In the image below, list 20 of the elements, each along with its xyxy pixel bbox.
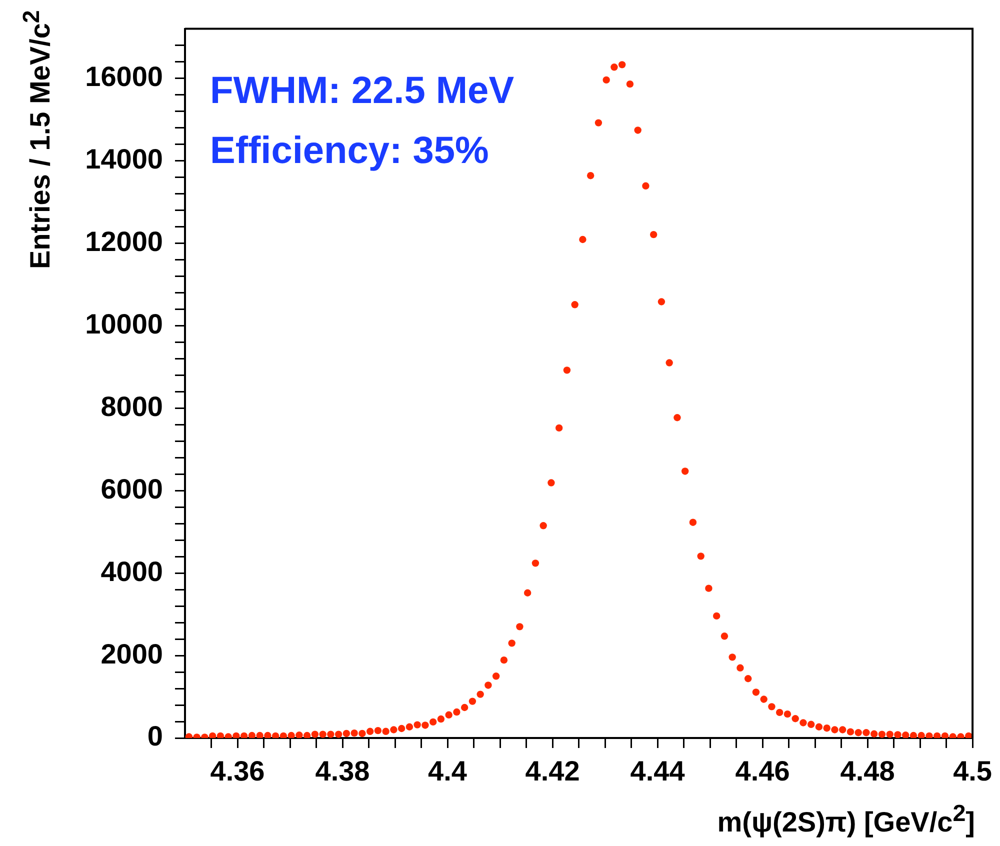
y-tick-label: 4000 (100, 556, 163, 587)
annotation: Efficiency: 35% (210, 130, 489, 173)
x-tick-label: 4.48 (840, 756, 895, 787)
y-tick-label: 2000 (100, 638, 163, 670)
annotation: FWHM: 22.5 MeV (210, 70, 514, 113)
y-tick-label: 10000 (85, 308, 163, 340)
y-tick-label: 0 (147, 720, 163, 752)
x-tick-label: 4.42 (525, 756, 580, 787)
x-axis-title: m(ψ(2S)π) [GeV/c$^{2}$] (717, 800, 975, 838)
y-tick-label: 16000 (85, 61, 163, 92)
y-tick-label: 12000 (85, 226, 163, 257)
y-tick-label: 14000 (85, 143, 163, 174)
x-tick-label: 4.38 (315, 756, 370, 787)
x-tick-label: 4.4 (428, 756, 468, 787)
x-tick-label: 4.46 (735, 756, 790, 787)
y-tick-label: 6000 (100, 473, 163, 504)
x-tick-label: 4.44 (630, 756, 686, 787)
x-tick-label: 4.5 (953, 756, 992, 787)
x-tick-label: 4.36 (210, 756, 265, 787)
y-tick-label: 8000 (100, 390, 163, 422)
